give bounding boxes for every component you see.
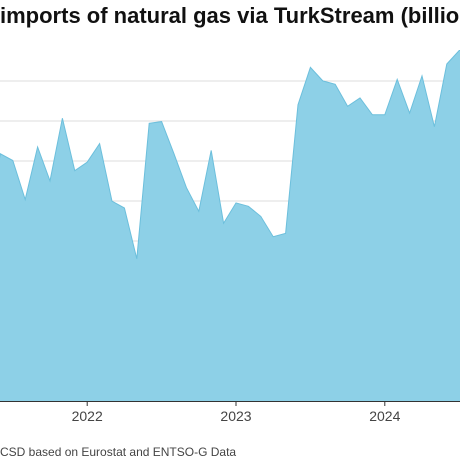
x-tick-label: 2023 bbox=[220, 408, 251, 424]
data-point bbox=[135, 257, 138, 260]
data-point bbox=[36, 146, 39, 149]
x-tick-label: 2024 bbox=[369, 408, 400, 424]
data-point bbox=[445, 63, 448, 66]
data-point bbox=[359, 96, 362, 99]
x-tick-label: 2022 bbox=[72, 408, 103, 424]
data-point bbox=[197, 210, 200, 213]
data-point bbox=[396, 78, 399, 81]
series-area bbox=[0, 50, 460, 401]
data-point bbox=[383, 113, 386, 116]
data-point bbox=[408, 112, 411, 115]
data-point bbox=[222, 222, 225, 225]
data-point bbox=[111, 200, 114, 203]
data-point bbox=[148, 122, 151, 125]
data-point bbox=[284, 232, 287, 235]
data-point bbox=[346, 105, 349, 108]
series-line bbox=[0, 50, 460, 259]
data-point bbox=[334, 83, 337, 86]
data-point bbox=[371, 113, 374, 116]
data-point bbox=[173, 152, 176, 155]
chart-source: CSD based on Eurostat and ENTSO-G Data bbox=[0, 445, 237, 459]
x-axis-ticks: 2022 2023 2024 bbox=[72, 401, 401, 424]
data-point bbox=[98, 142, 101, 145]
data-point bbox=[259, 215, 262, 218]
data-point bbox=[61, 117, 64, 120]
data-point bbox=[49, 179, 52, 182]
data-point bbox=[272, 235, 275, 238]
data-point bbox=[210, 149, 213, 152]
data-point bbox=[73, 169, 76, 172]
data-point bbox=[433, 125, 436, 128]
data-point bbox=[321, 79, 324, 82]
data-point bbox=[309, 66, 312, 69]
data-point bbox=[123, 207, 126, 210]
data-point bbox=[160, 120, 163, 123]
chart-title: imports of natural gas via TurkStream (b… bbox=[0, 3, 460, 28]
data-point bbox=[247, 205, 250, 208]
data-point bbox=[86, 161, 89, 164]
data-point bbox=[11, 159, 14, 162]
data-point bbox=[421, 74, 424, 77]
data-point bbox=[185, 186, 188, 189]
data-point bbox=[297, 103, 300, 106]
data-point bbox=[24, 198, 27, 201]
data-point bbox=[235, 201, 238, 204]
